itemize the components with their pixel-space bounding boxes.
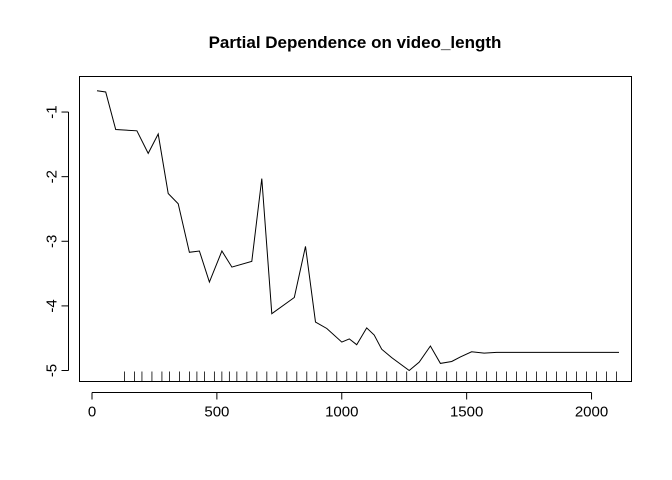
y-tick-label: -3 (44, 235, 61, 248)
x-tick-label: 500 (204, 404, 229, 421)
plot-frame (79, 76, 632, 382)
y-tick-label: -1 (44, 105, 61, 118)
x-tick-label: 0 (88, 404, 96, 421)
series-layer (96, 90, 619, 372)
x-axis: 0 500 1000 1500 2000 (88, 392, 608, 421)
rug-marks (124, 371, 617, 382)
x-tick-label: 1000 (325, 404, 358, 421)
y-tick-label: -5 (44, 364, 61, 377)
y-axis: -1 -2 -3 -4 -5 (44, 105, 69, 377)
x-tick-label: 1500 (450, 404, 483, 421)
x-tick-label: 2000 (575, 404, 608, 421)
series-line (96, 90, 619, 372)
y-tick-label: -4 (44, 299, 61, 312)
y-tick-label: -2 (44, 170, 61, 183)
chart-title: Partial Dependence on video_length (209, 33, 502, 52)
